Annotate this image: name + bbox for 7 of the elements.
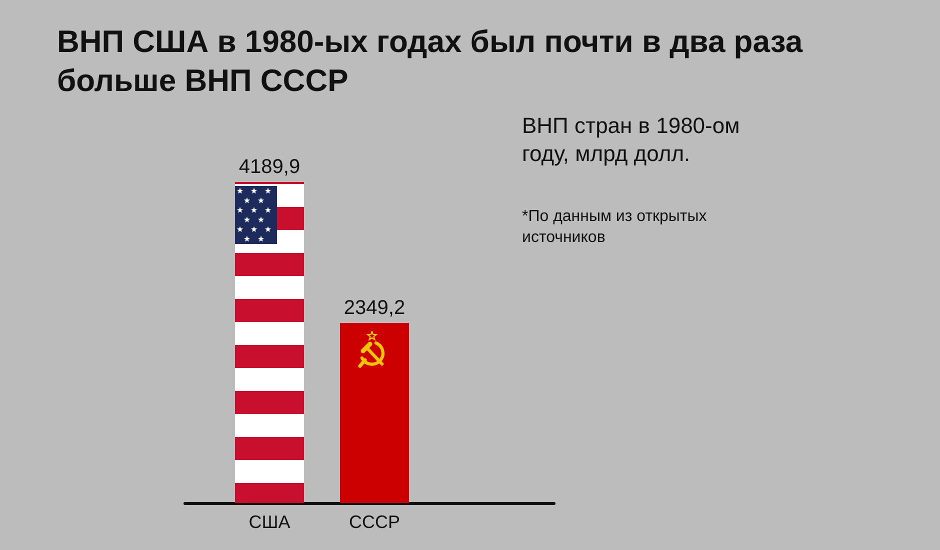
data-label: 2349,2	[344, 297, 406, 320]
data-label: 4189,9	[238, 156, 300, 178]
chart-title: ВНП США в 1980-ых годах был почти в два раза больше ВНП СССР	[57, 23, 804, 100]
text: ВНП стран в 1980-ом году, млрд долл.	[522, 112, 741, 168]
x-tick-label: США	[248, 512, 290, 532]
text: *По данным из открытых источников	[522, 207, 708, 248]
x-tick-label: СССР	[348, 512, 400, 532]
